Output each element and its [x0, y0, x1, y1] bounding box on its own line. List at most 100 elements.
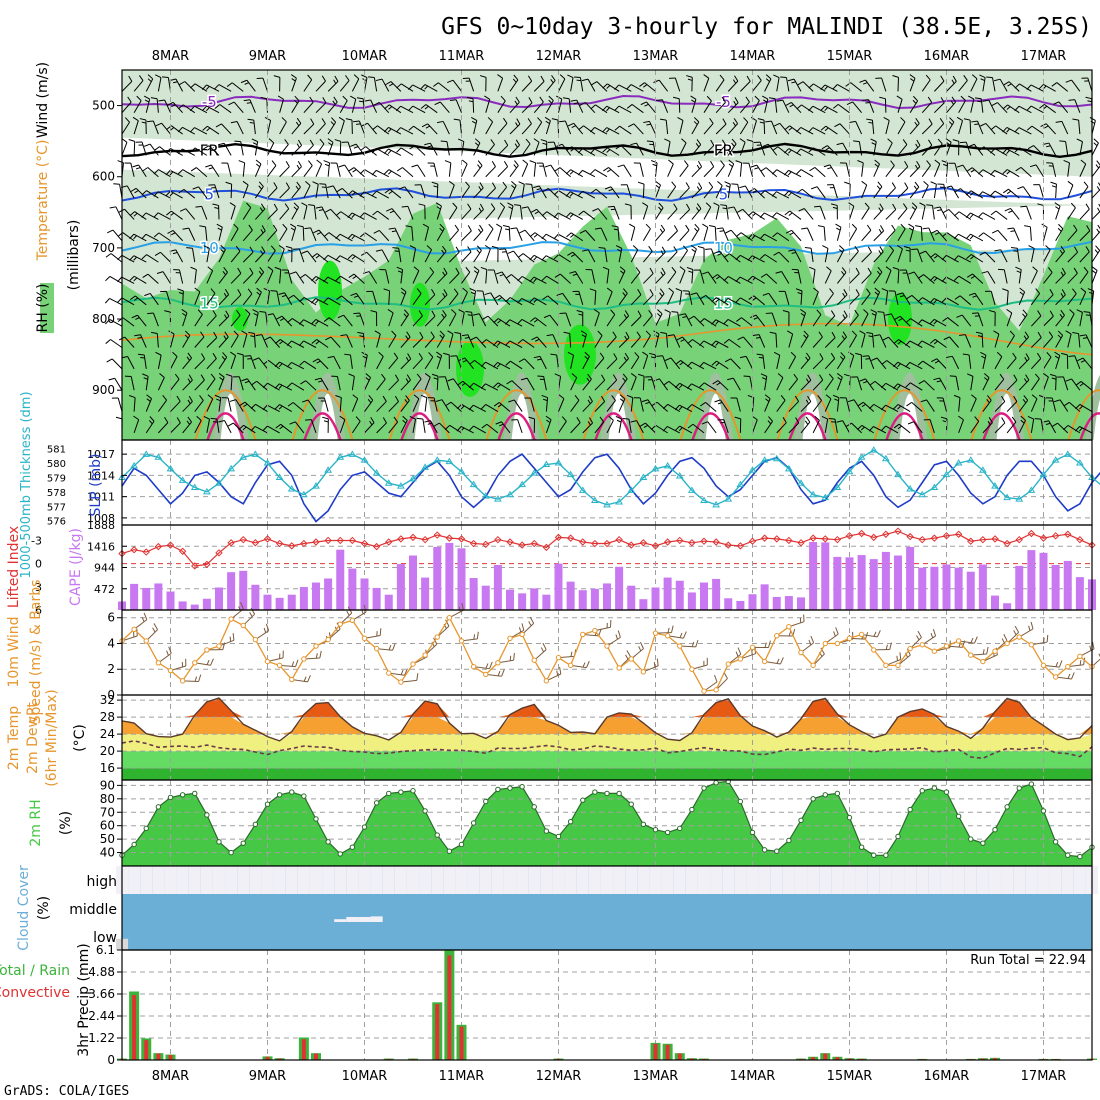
barb-flag [396, 147, 402, 153]
barb-flag [593, 308, 600, 314]
barb-staff [521, 102, 533, 114]
wind-barb [558, 416, 567, 434]
barb-flag [628, 123, 635, 128]
barb-flag [677, 116, 684, 121]
wind-barb [434, 101, 450, 114]
barb-flag [177, 288, 184, 292]
wind-barb [303, 160, 313, 178]
wind-barb [281, 269, 293, 284]
barb-flag [301, 250, 308, 254]
barb-flag [467, 314, 473, 316]
barb-staff [606, 358, 618, 370]
barb-staff [242, 207, 252, 220]
barb-flag [465, 266, 471, 273]
barb-staff [157, 191, 171, 199]
wind-barb [202, 125, 220, 135]
wind-barb [327, 355, 341, 370]
barb-flag [367, 398, 372, 404]
wind-barb [233, 376, 244, 391]
wind-barb [186, 247, 196, 263]
barb-flag [479, 182, 484, 189]
barb-staff [679, 404, 693, 412]
wind-barb [642, 202, 649, 220]
barb-flag [606, 287, 613, 293]
barb-staff [110, 339, 123, 348]
barb-flag [440, 140, 447, 143]
tick-label: 472 [94, 583, 115, 596]
barb-flag [409, 145, 416, 150]
barb-flag [687, 361, 693, 368]
barb-staff [679, 187, 690, 199]
wind-barb [545, 95, 554, 113]
barb-staff [727, 184, 731, 199]
barb-staff [485, 144, 495, 156]
barb-flag [454, 331, 461, 335]
barb-flag [567, 351, 574, 356]
barb-staff [272, 313, 281, 327]
wind-barb [436, 120, 450, 135]
wind-barb [182, 395, 193, 412]
wind-barb [218, 420, 232, 434]
wind-barb [589, 126, 608, 135]
barb-staff [569, 333, 572, 348]
barb-staff [341, 295, 353, 306]
wind-barb [705, 248, 717, 263]
wind-barb [277, 95, 285, 113]
barb-flag [615, 145, 622, 150]
wind-barb [318, 397, 329, 412]
barb-staff [124, 336, 135, 348]
barb-flag [289, 421, 296, 425]
barb-staff [135, 188, 147, 199]
barb-flag [533, 299, 538, 303]
barb-flag [365, 373, 371, 378]
barb-flag [450, 355, 457, 357]
thickness-tick-label: 578 [47, 488, 66, 499]
cape-bar [869, 559, 878, 610]
barb-flag [296, 117, 302, 124]
wind-barb [531, 336, 547, 348]
wind-barb [199, 225, 208, 241]
isotherm-label: 10 [714, 239, 733, 257]
barb-staff [461, 163, 468, 177]
barb-staff [195, 167, 208, 178]
barb-flag [287, 318, 293, 324]
barb-flag [623, 356, 627, 362]
barb-staff [412, 398, 420, 412]
barb-flag [529, 276, 535, 283]
wind-barb [528, 416, 536, 433]
barb-flag [153, 232, 160, 238]
wind-barb [230, 120, 244, 135]
wind-barb [461, 287, 468, 306]
barb-staff [467, 334, 475, 348]
barb-flag [420, 84, 426, 90]
barb-staff [109, 275, 123, 284]
barb-staff [149, 293, 159, 306]
wind-barb [255, 225, 266, 242]
barb-flag [580, 330, 587, 335]
wind-barb [348, 273, 365, 284]
barb-flag [877, 311, 884, 313]
barb-staff [242, 333, 248, 348]
barb-flag [645, 223, 651, 230]
wind-barb [711, 297, 729, 306]
wind-barb [182, 374, 193, 391]
barb-staff [670, 357, 681, 370]
barb-staff [655, 424, 668, 434]
wind-barb [517, 318, 535, 327]
barb-flag [668, 159, 674, 165]
date-label-top: 15MAR [827, 49, 873, 64]
barb-staff [727, 80, 739, 92]
wind-barb [642, 351, 649, 370]
barb-flag [697, 161, 703, 167]
barb-staff [667, 251, 678, 263]
barb-staff [436, 205, 442, 220]
barb-flag [284, 203, 290, 210]
wind-barb [337, 314, 353, 327]
wind-barb [315, 75, 326, 92]
barb-flag [626, 104, 633, 109]
barb-flag [461, 334, 469, 337]
barb-flag [505, 340, 511, 346]
barb-flag [316, 159, 322, 165]
barb-flag [405, 357, 410, 362]
barb-flag [713, 202, 720, 207]
